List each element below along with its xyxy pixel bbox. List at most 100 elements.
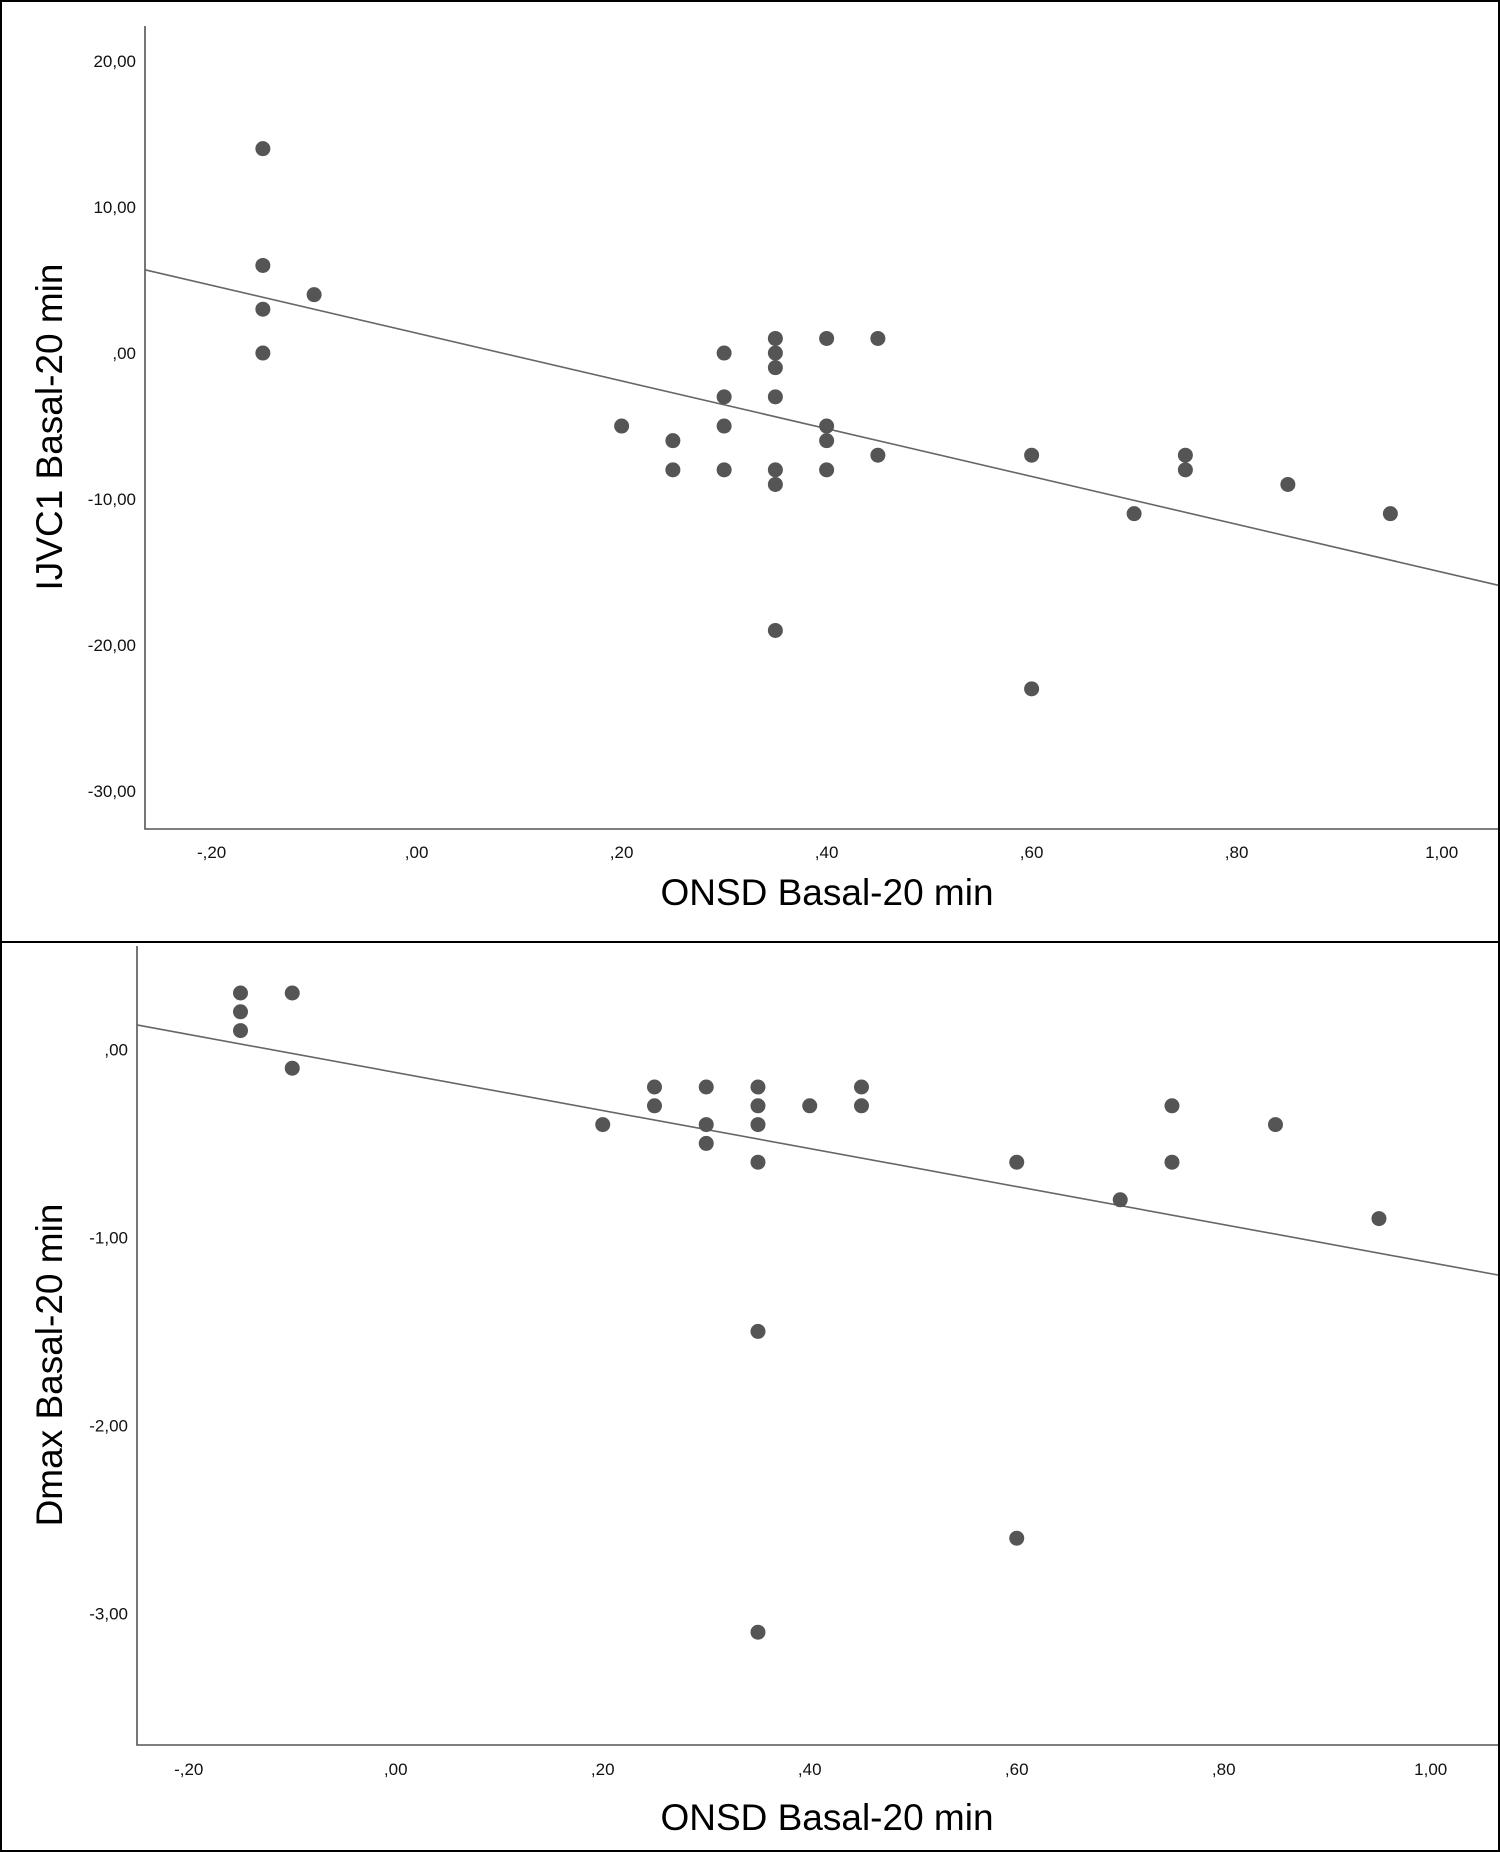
top-chart-data-point [870,447,886,463]
bottom-chart-data-point [284,985,300,1001]
bottom-chart-frame [0,941,1500,1852]
bottom-chart-data-point [232,985,248,1001]
top-chart-data-point [716,345,732,361]
top-chart-data-point [819,462,835,478]
top-chart-data-point [1177,462,1193,478]
bottom-chart-x-axis-title: ONSD Basal-20 min [660,1797,993,1838]
bottom-chart-y-tick-label: -3,00 [89,1604,128,1623]
top-chart-data-point [665,462,681,478]
top-chart-axes [144,26,1498,830]
bottom-chart-y-ticks: ,00 -1,00 -2,00 -3,00 [89,1040,128,1623]
bottom-chart-data-point [750,1098,766,1114]
top-chart-data-point [767,360,783,376]
bottom-chart-data-point [646,1098,662,1114]
top-chart-y-tick-label: -20,00 [88,636,136,655]
top-chart-data-point [716,418,732,434]
top-chart-frame [0,0,1500,943]
bottom-chart-x-tick-label: ,00 [384,1760,408,1779]
top-chart-data-point [255,301,271,317]
top-chart-x-ticks: -,20 ,00 ,20 ,40 ,60 ,80 1,00 [197,843,1458,862]
top-chart-y-tick-label: 20,00 [93,52,136,71]
top-chart-data-point [614,418,630,434]
top-chart-data-point [1126,506,1142,522]
top-chart-data-point [767,476,783,492]
bottom-chart-x-tick-label: ,40 [798,1760,822,1779]
top-chart-data-point [819,433,835,449]
bottom-chart-y-axis-title: Dmax Basal-20 min [29,1204,70,1527]
bottom-chart-data-point [1009,1530,1025,1546]
top-chart-data-point [716,389,732,405]
top-chart-data-point [1280,476,1296,492]
top-chart-x-tick-label: ,80 [1225,843,1249,862]
top-chart-x-tick-label: ,60 [1020,843,1044,862]
bottom-chart-data-point [750,1117,766,1133]
bottom-chart-x-tick-label: 1,00 [1414,1760,1447,1779]
top-chart-data-point [1024,447,1040,463]
bottom-chart-data-point [284,1060,300,1076]
bottom-chart-data-point [750,1624,766,1640]
top-chart-data-point [255,141,271,157]
top-chart-data-point [1382,506,1398,522]
bottom-chart-data-point [232,1023,248,1039]
top-chart-x-tick-label: ,00 [405,843,429,862]
top-chart-y-ticks: 20,00 10,00 ,00 -10,00 -20,00 -30,00 [88,52,136,801]
bottom-chart-data-point [750,1323,766,1339]
top-chart-x-axis-title: ONSD Basal-20 min [660,872,993,913]
bottom-chart-y-tick-label: -2,00 [89,1416,128,1435]
bottom-chart-points [232,985,1387,1640]
bottom-chart-y-tick-label: ,00 [104,1040,128,1059]
bottom-chart-data-point [595,1117,611,1133]
top-chart-x-tick-label: ,20 [610,843,634,862]
bottom-chart-data-point [1267,1117,1283,1133]
bottom-chart-x-ticks: -,20 ,00 ,20 ,40 ,60 ,80 1,00 [174,1760,1447,1779]
top-chart-y-tick-label: -30,00 [88,782,136,801]
bottom-chart-data-point [1112,1192,1128,1208]
top-chart-x-tick-label: ,40 [815,843,839,862]
top-chart-data-point [767,389,783,405]
bottom-chart-data-point [698,1135,714,1151]
top-chart-panel: 20,00 10,00 ,00 -10,00 -20,00 -30,00 -,20 ,00,… [0,0,1500,943]
top-chart-data-point [767,330,783,346]
top-chart-data-point [665,433,681,449]
bottom-chart-data-point [750,1154,766,1170]
top-chart-data-point [1024,681,1040,697]
bottom-chart-data-point [1371,1211,1387,1227]
top-chart-x-tick-label: -,20 [197,843,226,862]
bottom-chart-data-point [232,1004,248,1020]
top-chart-y-tick-label: ,00 [112,344,136,363]
bottom-chart-axes [136,946,1498,1746]
top-chart-data-point [306,287,322,303]
top-chart-points [255,141,1398,697]
top-chart-data-point [255,257,271,273]
top-chart-x-tick-label: 1,00 [1425,843,1458,862]
bottom-chart-data-point [853,1098,869,1114]
top-chart-data-point [819,330,835,346]
bottom-chart-data-point [802,1098,818,1114]
bottom-chart-data-point [1009,1154,1025,1170]
bottom-chart-panel: ,00 -1,00 -2,00 -3,00 -,20 ,00 ,20 ,40 ,60 ,80 1,… [0,941,1500,1852]
top-chart-data-point [767,345,783,361]
bottom-chart-data-point [698,1079,714,1095]
top-chart-data-point [1177,447,1193,463]
bottom-chart-data-point [1164,1154,1180,1170]
bottom-chart-x-tick-label: ,60 [1005,1760,1029,1779]
top-chart-data-point [716,462,732,478]
bottom-chart-y-tick-label: -1,00 [89,1228,128,1247]
bottom-chart-x-tick-label: -,20 [174,1760,203,1779]
bottom-chart-x-tick-label: ,20 [591,1760,615,1779]
bottom-chart-data-point [1164,1098,1180,1114]
bottom-chart-data-point [698,1117,714,1133]
top-chart-data-point [870,330,886,346]
bottom-chart-data-point [853,1079,869,1095]
top-chart-y-tick-label: -10,00 [88,490,136,509]
top-chart-data-point [819,418,835,434]
top-chart-data-point [767,462,783,478]
top-chart-y-tick-label: 10,00 [93,198,136,217]
top-chart-y-axis-title: IJVC1 Basal-20 min [29,264,70,591]
top-chart-data-point [255,345,271,361]
top-chart-data-point [767,622,783,638]
bottom-chart-data-point [750,1079,766,1095]
bottom-chart-data-point [646,1079,662,1095]
bottom-chart-fit-line [136,1024,1499,1276]
